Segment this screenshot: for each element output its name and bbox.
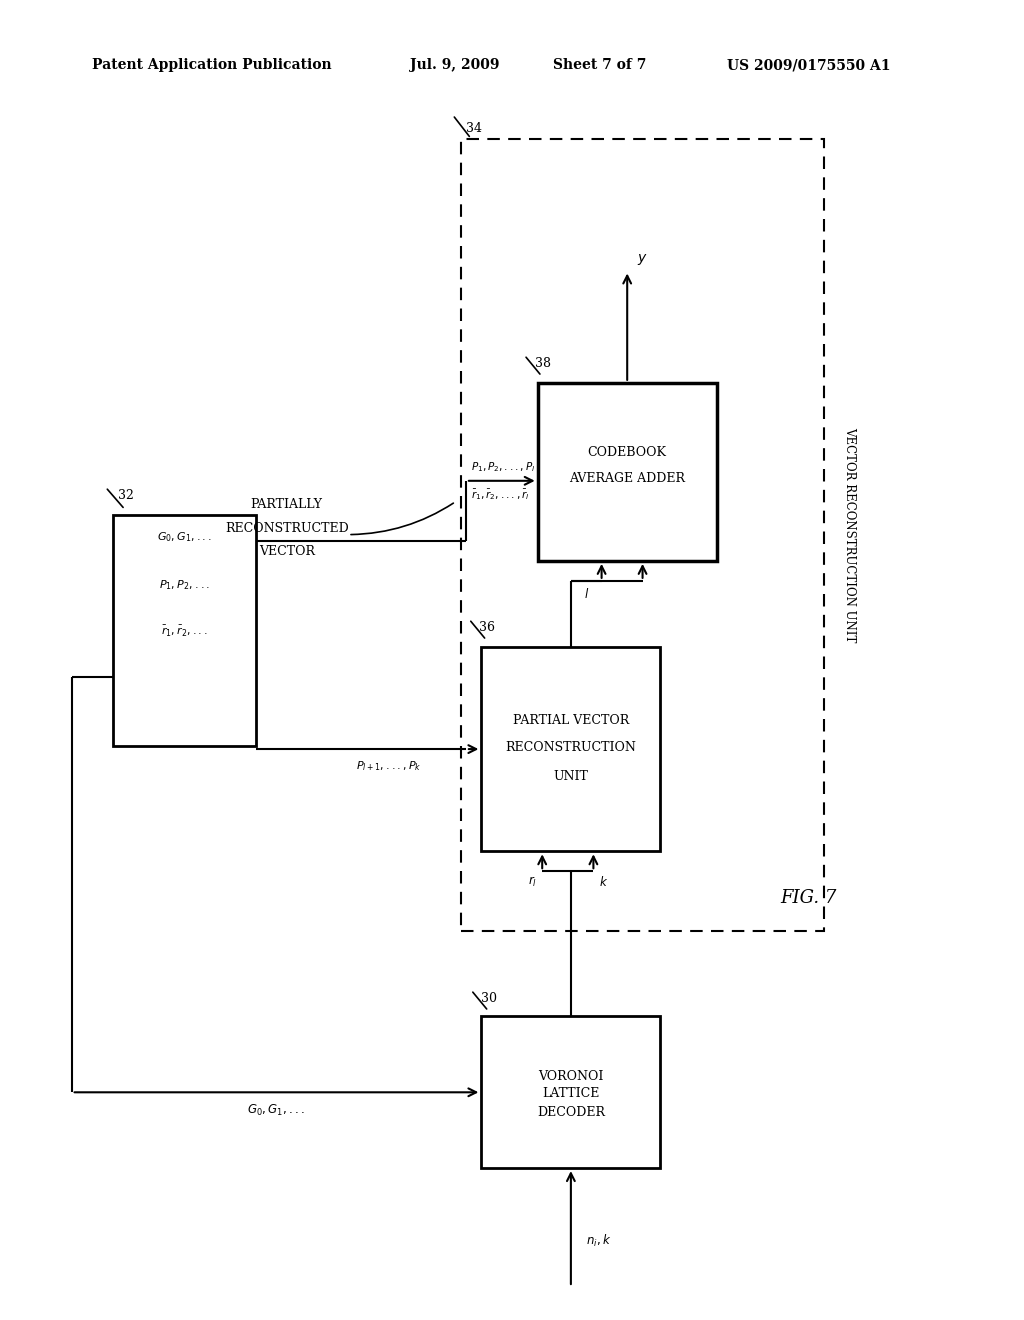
Text: UNIT: UNIT bbox=[553, 771, 589, 783]
Text: CODEBOOK: CODEBOOK bbox=[588, 446, 667, 458]
Text: PARTIALLY: PARTIALLY bbox=[251, 498, 323, 511]
Text: Sheet 7 of 7: Sheet 7 of 7 bbox=[553, 58, 646, 73]
Text: $y$: $y$ bbox=[637, 252, 648, 267]
Text: Patent Application Publication: Patent Application Publication bbox=[92, 58, 332, 73]
Text: VECTOR RECONSTRUCTION UNIT: VECTOR RECONSTRUCTION UNIT bbox=[844, 426, 856, 643]
Bar bbox=[481, 647, 660, 851]
Text: 30: 30 bbox=[481, 991, 498, 1005]
Bar bbox=[538, 383, 717, 561]
Text: $\bar{r}_1, \bar{r}_2,...$: $\bar{r}_1, \bar{r}_2,...$ bbox=[161, 624, 208, 639]
Text: RECONSTRUCTED: RECONSTRUCTED bbox=[225, 521, 348, 535]
Text: 34: 34 bbox=[466, 121, 482, 135]
Bar bbox=[113, 515, 256, 746]
Text: $r_l$: $r_l$ bbox=[528, 875, 537, 890]
Text: $P_{l+1},...,P_k$: $P_{l+1},...,P_k$ bbox=[356, 759, 422, 774]
Text: RECONSTRUCTION: RECONSTRUCTION bbox=[506, 742, 636, 754]
Text: $k$: $k$ bbox=[598, 875, 607, 890]
Text: 38: 38 bbox=[535, 356, 551, 370]
Text: $\bar{r}_1, \bar{r}_2,...,\bar{r}_l$: $\bar{r}_1, \bar{r}_2,...,\bar{r}_l$ bbox=[471, 487, 529, 503]
Bar bbox=[481, 1016, 660, 1168]
Text: US 2009/0175550 A1: US 2009/0175550 A1 bbox=[727, 58, 891, 73]
Text: AVERAGE ADDER: AVERAGE ADDER bbox=[569, 473, 685, 484]
Text: $l$: $l$ bbox=[584, 587, 589, 602]
Bar bbox=[461, 139, 824, 931]
Text: $P_1, P_2,...$: $P_1, P_2,...$ bbox=[159, 578, 210, 591]
Text: LATTICE: LATTICE bbox=[542, 1088, 600, 1100]
Text: DECODER: DECODER bbox=[537, 1106, 605, 1118]
Text: $P_1, P_2,...,P_l$: $P_1, P_2,...,P_l$ bbox=[471, 461, 536, 474]
Text: FIG. 7: FIG. 7 bbox=[780, 888, 838, 907]
Text: $G_0, G_1,...$: $G_0, G_1,...$ bbox=[248, 1104, 305, 1118]
Text: VORONOI: VORONOI bbox=[539, 1071, 603, 1082]
Text: $n_i, k$: $n_i, k$ bbox=[586, 1233, 611, 1249]
Text: $G_0, G_1,...$: $G_0, G_1,...$ bbox=[157, 531, 212, 544]
Text: VECTOR: VECTOR bbox=[259, 545, 314, 558]
Text: 32: 32 bbox=[118, 488, 134, 502]
Text: 36: 36 bbox=[479, 620, 496, 634]
Text: PARTIAL VECTOR: PARTIAL VECTOR bbox=[513, 714, 629, 726]
Text: Jul. 9, 2009: Jul. 9, 2009 bbox=[410, 58, 499, 73]
